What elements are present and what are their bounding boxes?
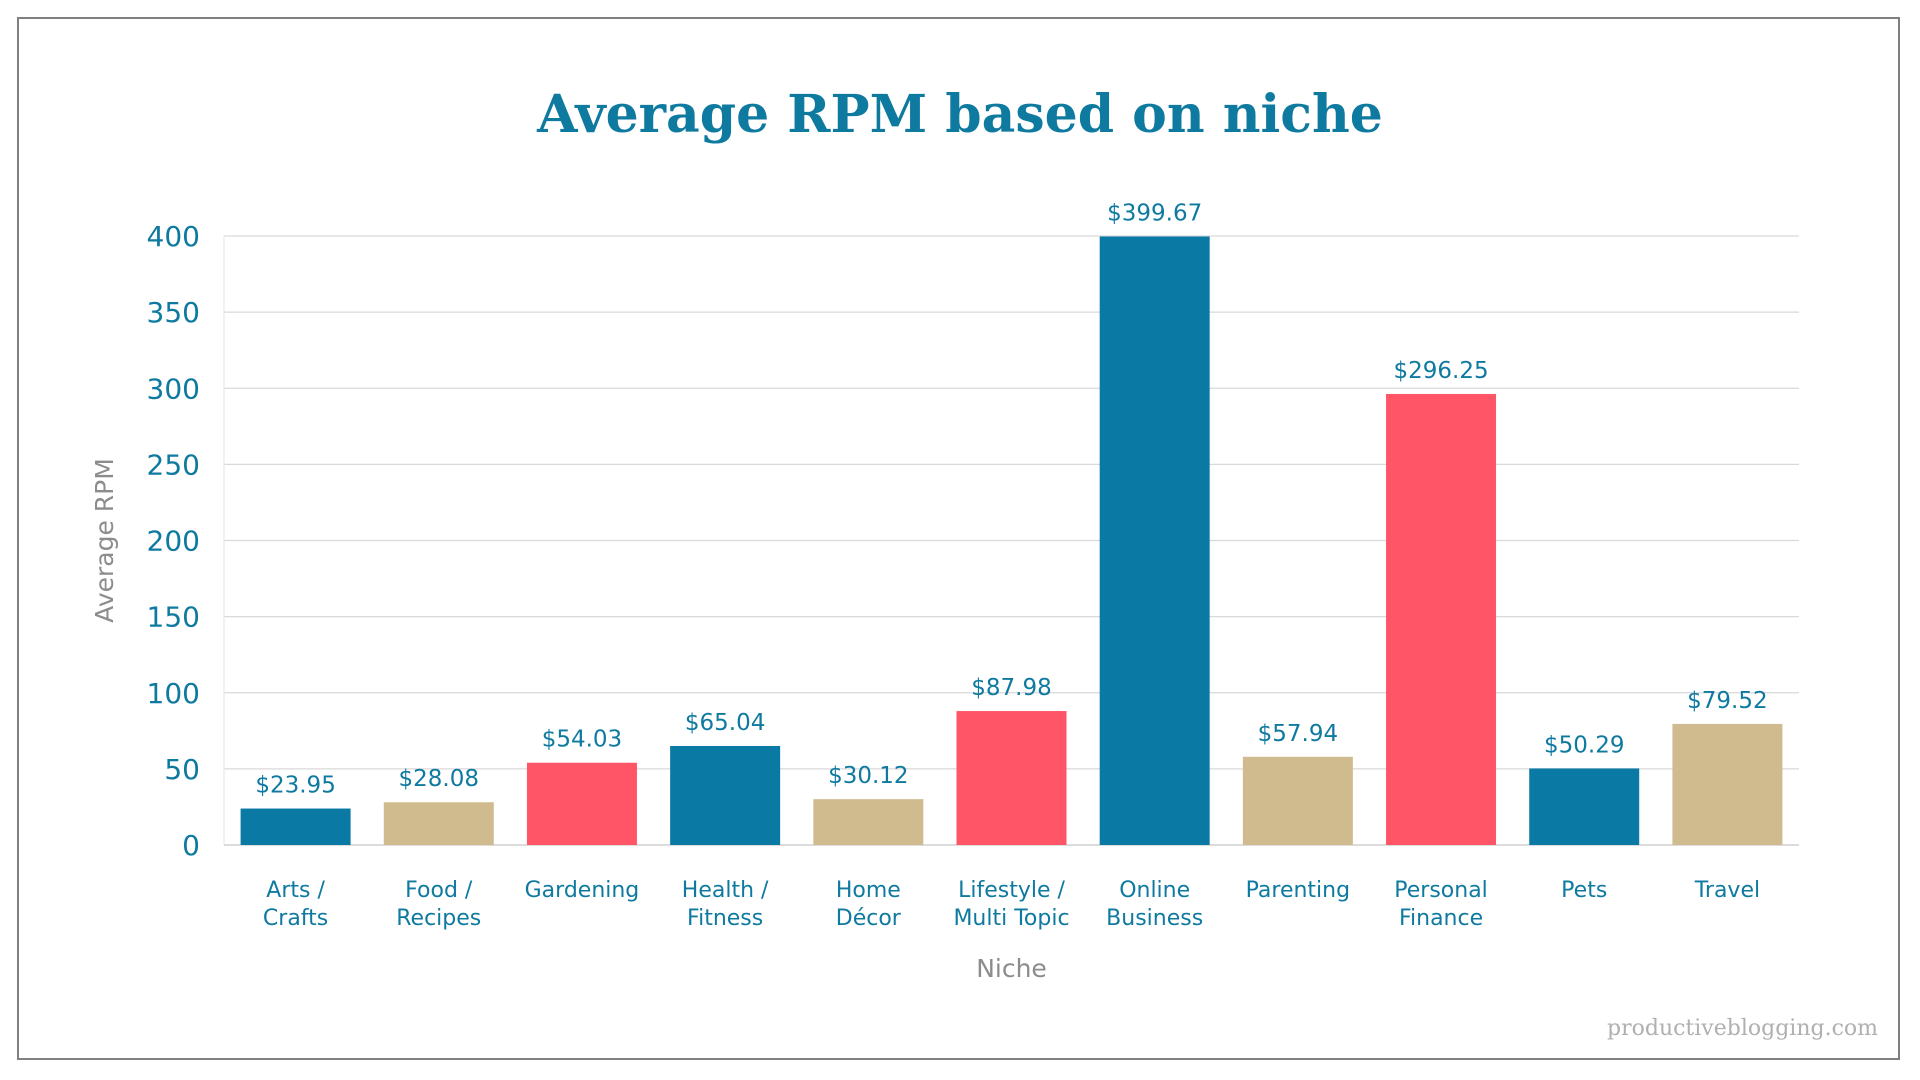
x-tick-label: Pets xyxy=(1561,878,1607,903)
data-label: $79.52 xyxy=(1687,688,1767,714)
bar xyxy=(1386,393,1497,845)
chart-frame xyxy=(17,17,1900,1060)
data-label: $50.29 xyxy=(1544,732,1624,758)
data-label: $399.67 xyxy=(1107,201,1202,227)
y-tick-label: 150 xyxy=(147,601,200,634)
x-tick-label: Parenting xyxy=(1246,878,1350,903)
x-tick-label: Business xyxy=(1106,906,1203,931)
y-tick-label: 400 xyxy=(147,220,200,253)
y-tick-label: 200 xyxy=(147,525,200,558)
y-tick-label: 100 xyxy=(147,677,200,710)
x-tick-label: Food / xyxy=(405,878,473,903)
x-tick-label: Travel xyxy=(1694,878,1760,903)
bar xyxy=(1672,723,1783,845)
x-tick-label: Arts / xyxy=(266,878,325,903)
x-tick-label: Home xyxy=(836,878,901,903)
data-label: $30.12 xyxy=(828,763,908,789)
bar xyxy=(526,762,637,845)
x-tick-label: Lifestyle / xyxy=(958,878,1065,903)
y-tick-label: 250 xyxy=(147,448,200,481)
x-tick-label: Online xyxy=(1119,878,1190,903)
y-tick-label: 300 xyxy=(147,372,200,405)
bar xyxy=(813,799,924,845)
y-tick-label: 0 xyxy=(182,829,200,862)
data-label: $65.04 xyxy=(685,710,765,736)
y-tick-label: 50 xyxy=(164,753,200,786)
data-label: $87.98 xyxy=(971,675,1051,701)
data-label: $28.08 xyxy=(399,766,479,792)
bar xyxy=(383,802,494,845)
y-axis-title: Average RPM xyxy=(90,458,119,623)
x-axis-title: Niche xyxy=(976,954,1047,983)
watermark: productiveblogging.com xyxy=(1607,1016,1878,1041)
bar xyxy=(240,808,351,845)
bar xyxy=(1099,236,1210,845)
bar xyxy=(1242,756,1353,845)
x-tick-label: Fitness xyxy=(687,906,763,931)
x-tick-label: Recipes xyxy=(396,906,481,931)
bar xyxy=(1529,768,1640,845)
x-tick-label: Décor xyxy=(836,906,902,931)
y-tick-label: 350 xyxy=(147,296,200,329)
x-tick-label: Multi Topic xyxy=(953,906,1069,931)
x-tick-label: Crafts xyxy=(263,906,328,931)
data-label: $57.94 xyxy=(1258,721,1338,747)
bar xyxy=(956,711,1067,845)
data-label: $54.03 xyxy=(542,727,622,753)
x-tick-label: Finance xyxy=(1399,906,1483,931)
x-tick-label: Health / xyxy=(682,878,769,903)
data-label: $23.95 xyxy=(255,773,335,799)
bar xyxy=(670,745,781,845)
data-label: $296.25 xyxy=(1393,358,1488,384)
x-tick-label: Gardening xyxy=(525,878,640,903)
chart-title: Average RPM based on niche xyxy=(537,84,1383,145)
x-tick-label: Personal xyxy=(1394,878,1488,903)
